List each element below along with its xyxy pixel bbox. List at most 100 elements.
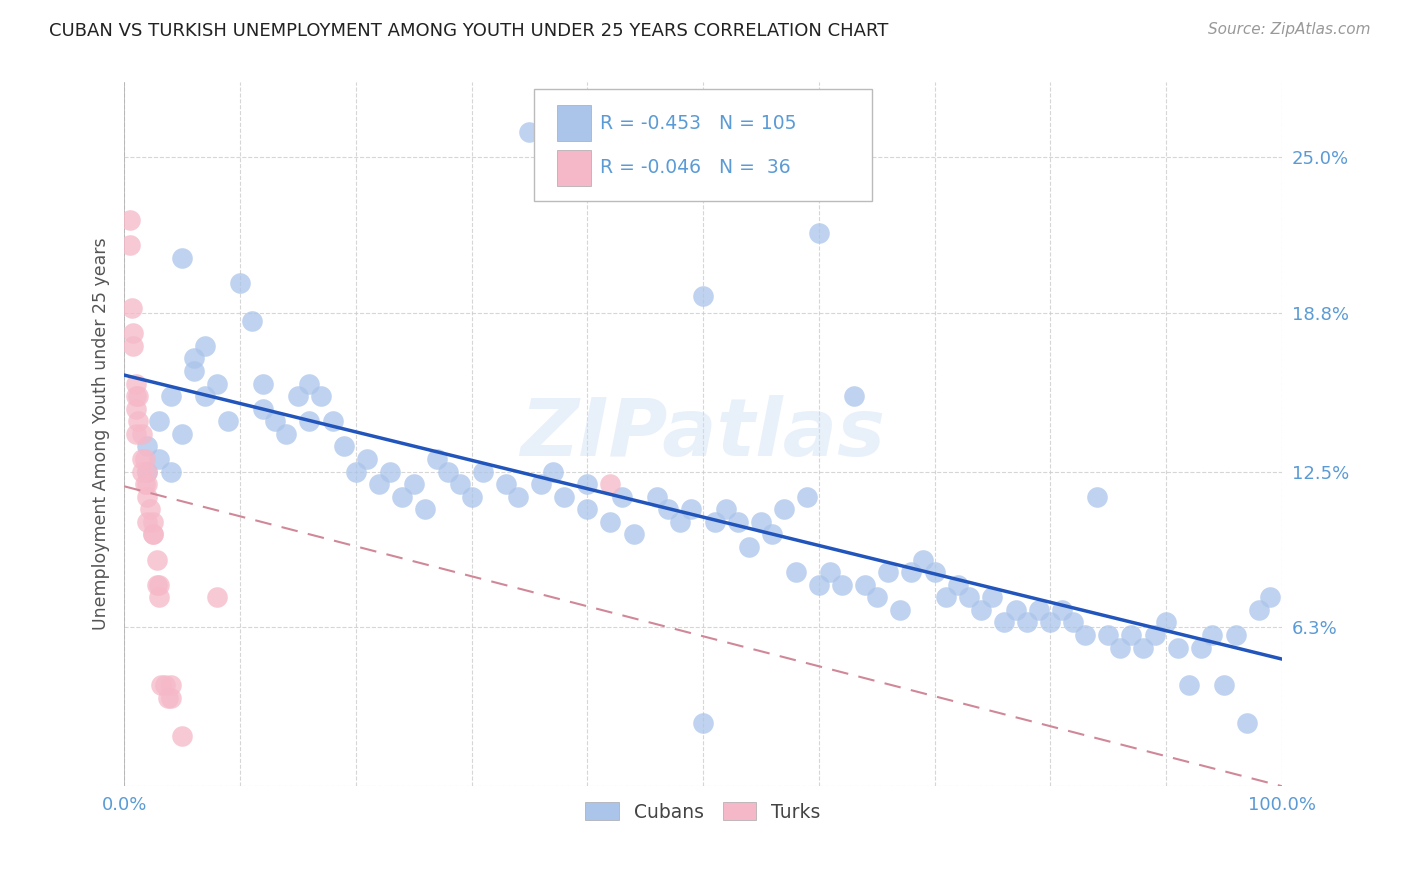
Point [576, 502, 599, 516]
Point [157, 690, 180, 705]
Point [900, 565, 922, 579]
Point [172, 251, 194, 265]
Point [1143, 628, 1166, 642]
Point [287, 389, 309, 403]
Point [159, 690, 181, 705]
Point [1167, 640, 1189, 655]
Point [142, 527, 165, 541]
Point [391, 490, 413, 504]
Point [749, 515, 772, 529]
Point [1178, 678, 1201, 692]
Point [796, 490, 818, 504]
Point [993, 615, 1015, 630]
Point [1004, 603, 1026, 617]
Point [205, 591, 228, 605]
Point [877, 565, 900, 579]
Point [935, 591, 957, 605]
Point [356, 452, 378, 467]
Point [136, 490, 159, 504]
Point [657, 502, 679, 516]
Point [136, 465, 159, 479]
Point [472, 465, 495, 479]
Point [159, 678, 181, 692]
Point [148, 577, 170, 591]
Point [576, 477, 599, 491]
Point [145, 552, 167, 566]
Text: R = -0.453   N = 105: R = -0.453 N = 105 [600, 113, 797, 133]
Point [599, 477, 621, 491]
Point [1201, 628, 1223, 642]
Point [1258, 591, 1281, 605]
Point [131, 426, 153, 441]
Text: ZIPatlas: ZIPatlas [520, 395, 886, 473]
Point [125, 376, 148, 391]
Point [703, 515, 725, 529]
Point [1050, 603, 1073, 617]
Point [437, 465, 460, 479]
Point [148, 591, 170, 605]
Point [1085, 490, 1108, 504]
Point [957, 591, 980, 605]
Point [153, 678, 176, 692]
Point [136, 477, 159, 491]
Point [121, 301, 143, 315]
Point [131, 465, 153, 479]
Point [426, 452, 449, 467]
Point [692, 288, 714, 302]
Point [541, 465, 564, 479]
Text: Source: ZipAtlas.com: Source: ZipAtlas.com [1208, 22, 1371, 37]
Point [1189, 640, 1212, 655]
Point [263, 414, 285, 428]
Point [122, 326, 145, 341]
Point [714, 502, 737, 516]
Point [449, 477, 471, 491]
Point [125, 389, 148, 403]
Point [1121, 628, 1143, 642]
Point [738, 540, 761, 554]
Point [761, 527, 783, 541]
Point [134, 477, 156, 491]
Point [240, 314, 263, 328]
Point [1028, 603, 1050, 617]
Point [1039, 615, 1062, 630]
Point [1108, 640, 1130, 655]
Point [118, 238, 141, 252]
Point [530, 477, 553, 491]
Point [194, 389, 217, 403]
Point [727, 515, 749, 529]
Point [125, 426, 148, 441]
Point [645, 490, 668, 504]
Point [276, 426, 298, 441]
Point [131, 452, 153, 467]
Point [413, 502, 436, 516]
Point [298, 376, 321, 391]
Point [344, 465, 367, 479]
Point [1017, 615, 1039, 630]
Point [134, 452, 156, 467]
Point [1062, 615, 1084, 630]
Point [669, 515, 692, 529]
Point [1074, 628, 1097, 642]
Point [159, 465, 181, 479]
Point [309, 389, 332, 403]
Point [807, 226, 830, 240]
Point [172, 729, 194, 743]
Point [252, 401, 274, 416]
Text: R = -0.046   N =  36: R = -0.046 N = 36 [600, 158, 792, 178]
Point [807, 577, 830, 591]
Point [460, 490, 482, 504]
Point [229, 276, 252, 290]
Point [519, 125, 541, 139]
Point [136, 465, 159, 479]
Point [773, 502, 796, 516]
Point [681, 502, 703, 516]
Point [127, 414, 149, 428]
Point [142, 515, 165, 529]
Point [322, 414, 344, 428]
Point [692, 715, 714, 730]
Point [946, 577, 969, 591]
Point [125, 401, 148, 416]
Point [205, 376, 228, 391]
Point [820, 565, 842, 579]
Point [183, 364, 205, 378]
